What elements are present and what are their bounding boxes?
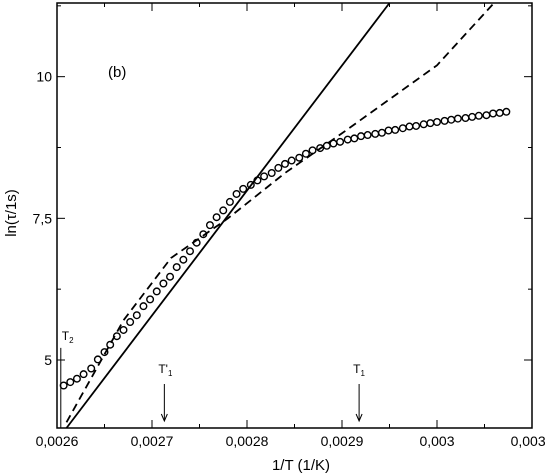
- data-point: [66, 378, 75, 387]
- x-tick-label: 0,0027: [131, 433, 174, 449]
- annotation-arrow-head: [160, 413, 168, 423]
- y-tick-label: 10: [36, 69, 52, 85]
- temperature-annotation: T'1: [158, 362, 173, 378]
- data-point: [179, 255, 188, 264]
- x-tick-label: 0,0029: [321, 433, 364, 449]
- x-tick-label: 0,0028: [226, 433, 269, 449]
- data-point: [371, 129, 380, 138]
- data-point: [139, 302, 148, 311]
- x-tick-label: 0,003: [419, 433, 454, 449]
- data-point: [398, 124, 407, 133]
- data-point: [316, 144, 325, 153]
- data-point: [419, 120, 428, 129]
- data-point: [159, 279, 168, 288]
- data-point: [482, 111, 491, 120]
- data-point: [287, 156, 296, 165]
- plot-frame: [56, 2, 533, 429]
- data-point: [447, 115, 456, 124]
- data-point: [267, 168, 276, 177]
- data-point: [100, 348, 109, 357]
- data-point: [152, 287, 161, 296]
- data-point: [212, 213, 221, 222]
- data-point: [474, 111, 483, 120]
- data-point: [350, 134, 359, 143]
- data-point: [391, 125, 400, 134]
- solid-fit-line: [65, 2, 391, 429]
- y-tick-label: 7,5: [33, 210, 53, 226]
- data-point: [301, 149, 310, 158]
- data-point: [132, 311, 141, 320]
- data-point: [185, 247, 194, 256]
- data-point: [112, 332, 121, 341]
- data-point: [495, 108, 504, 117]
- data-point: [426, 119, 435, 128]
- data-point: [433, 117, 442, 126]
- dashed-fit-line: [65, 2, 495, 423]
- data-point: [295, 153, 304, 162]
- series-layer: [59, 2, 511, 429]
- data-point: [281, 159, 290, 168]
- annotation-arrow-head: [355, 413, 363, 423]
- data-point: [87, 364, 96, 373]
- data-point: [126, 318, 135, 327]
- data-point: [377, 128, 386, 137]
- data-point: [468, 112, 477, 121]
- data-point: [239, 184, 248, 193]
- data-point: [232, 189, 241, 198]
- data-point: [405, 122, 414, 131]
- data-point: [172, 263, 181, 272]
- temperature-annotation: T2: [62, 329, 74, 345]
- data-point: [440, 116, 449, 125]
- data-point: [166, 272, 175, 281]
- data-point: [72, 374, 81, 383]
- data-point: [205, 221, 214, 230]
- data-point: [119, 325, 128, 334]
- x-axis-title: 1/T (1/K): [272, 457, 330, 474]
- data-point: [461, 114, 470, 123]
- data-point: [219, 206, 228, 215]
- data-point: [79, 370, 88, 379]
- data-point: [246, 180, 255, 189]
- data-point: [502, 107, 511, 116]
- data-point: [322, 141, 331, 150]
- data-point: [384, 126, 393, 135]
- data-point: [363, 131, 372, 140]
- x-tick-label: 0,0026: [36, 433, 79, 449]
- panel-label: (b): [108, 64, 126, 81]
- data-point: [343, 135, 352, 144]
- data-point: [453, 114, 462, 123]
- data-point: [336, 137, 345, 146]
- data-point: [260, 172, 269, 181]
- data-point: [106, 340, 115, 349]
- y-axis-title: ln(τ/1s): [3, 189, 20, 237]
- data-point: [308, 146, 317, 155]
- data-point: [146, 295, 155, 304]
- data-point: [412, 121, 421, 130]
- data-point: [225, 197, 234, 206]
- axis-ticks: 0,0026 0,0027 0,0028 0,0029 0,003 0,0031 5 7,5 1…: [33, 3, 545, 449]
- data-point: [59, 381, 68, 390]
- y-tick-label: 5: [44, 352, 52, 368]
- temperature-annotation: T1: [353, 362, 365, 378]
- x-tick-label: 0,0031: [511, 433, 545, 449]
- data-point: [489, 109, 498, 118]
- data-point: [357, 132, 366, 141]
- data-point: [274, 163, 283, 172]
